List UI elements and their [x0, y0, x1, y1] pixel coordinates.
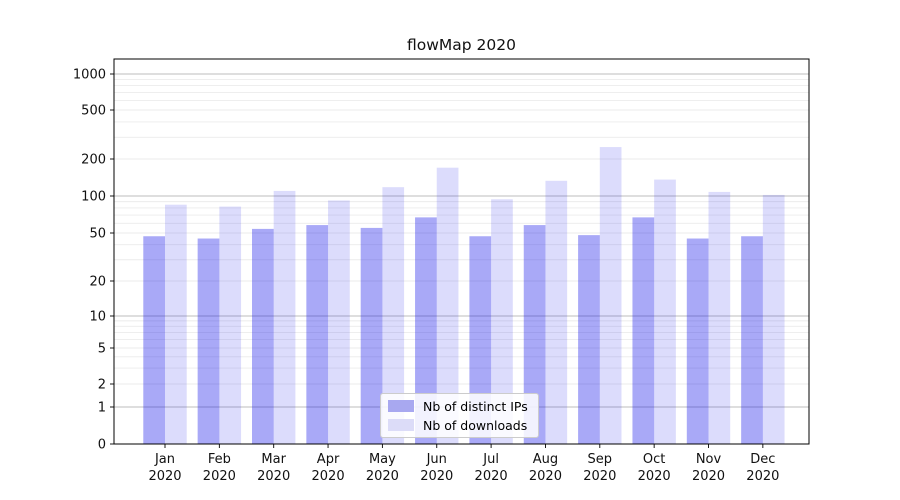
x-tick-label-month: Aug	[533, 452, 558, 467]
legend-swatch	[388, 419, 414, 431]
x-tick-label-month: Dec	[750, 452, 775, 467]
x-tick-label-month: Oct	[643, 452, 665, 467]
bar-aug-ips	[523, 225, 546, 444]
x-tick-label-year: 2020	[583, 469, 616, 484]
plot-frame	[113, 58, 810, 445]
x-tick-label-month: May	[369, 452, 396, 467]
y-tick-label: 500	[81, 104, 106, 119]
x-tick-label-month: Apr	[317, 452, 340, 467]
legend-label: Nb of downloads	[423, 417, 528, 433]
bar-sep-downloads	[599, 147, 622, 444]
y-tick-label: 5	[98, 342, 106, 357]
chart-title: flowMap 2020	[406, 36, 516, 54]
y-tick-label: 20	[89, 275, 106, 290]
legend-entry: Nb of downloads	[388, 417, 528, 433]
x-tick-label-year: 2020	[148, 469, 181, 484]
bar-sep-ips	[578, 235, 600, 444]
x-tick-label-month: Jan	[154, 452, 175, 467]
bar-jul-ips	[469, 236, 492, 444]
x-tick-label-month: Nov	[696, 452, 722, 467]
legend-label: Nb of distinct IPs	[423, 398, 528, 414]
y-tick-label: 1	[98, 401, 106, 416]
bar-jan-ips	[143, 236, 165, 444]
x-tick-label-month: Jun	[426, 452, 447, 467]
legend-swatch	[388, 400, 414, 412]
bar-apr-downloads	[328, 200, 350, 444]
bar-oct-ips	[632, 217, 655, 444]
bar-apr-ips	[306, 225, 329, 444]
bar-jan-downloads	[165, 204, 187, 444]
bar-nov-ips	[686, 238, 709, 444]
y-tick-label: 10	[89, 310, 106, 325]
bar-feb-downloads	[219, 206, 242, 444]
bar-mar-downloads	[273, 190, 296, 444]
legend-entry: Nb of distinct IPs	[388, 398, 528, 414]
x-tick-label-year: 2020	[638, 469, 671, 484]
bar-oct-downloads	[654, 179, 676, 444]
x-tick-label-month: Sep	[588, 452, 613, 467]
y-tick-label: 2	[98, 378, 106, 393]
x-tick-label-year: 2020	[420, 469, 453, 484]
bar-jul-downloads	[491, 199, 513, 444]
x-tick-label-year: 2020	[312, 469, 345, 484]
y-tick-label: 1000	[73, 68, 106, 83]
y-tick-label: 100	[81, 190, 106, 205]
x-tick-label-month: Mar	[261, 452, 286, 467]
bar-feb-ips	[197, 238, 220, 444]
y-tick-label: 0	[98, 438, 106, 453]
x-tick-label-month: Feb	[208, 452, 231, 467]
x-tick-label-year: 2020	[746, 469, 779, 484]
bar-nov-downloads	[708, 191, 731, 444]
x-tick-label-year: 2020	[475, 469, 508, 484]
bar-aug-downloads	[545, 180, 568, 444]
bar-dec-downloads	[762, 194, 785, 444]
x-tick-label-year: 2020	[692, 469, 725, 484]
x-tick-label-year: 2020	[203, 469, 236, 484]
bar-mar-ips	[252, 228, 274, 444]
x-tick-label-month: Jul	[482, 452, 499, 467]
legend: Nb of distinct IPs Nb of downloads	[380, 393, 539, 438]
x-tick-label-year: 2020	[257, 469, 290, 484]
y-tick-label: 200	[81, 153, 106, 168]
bar-may-ips	[360, 227, 383, 444]
bar-dec-ips	[741, 236, 763, 444]
bar-jun-ips	[415, 217, 437, 444]
bar-jun-downloads	[436, 167, 459, 444]
x-tick-label-year: 2020	[366, 469, 399, 484]
bar-may-downloads	[382, 187, 405, 444]
y-tick-label: 50	[89, 227, 106, 242]
x-tick-label-year: 2020	[529, 469, 562, 484]
